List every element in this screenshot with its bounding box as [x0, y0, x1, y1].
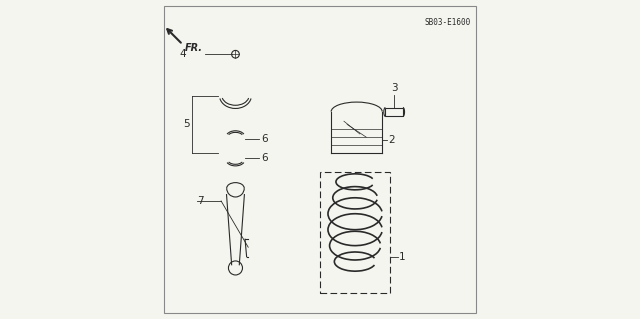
Text: 3: 3: [391, 83, 397, 93]
Bar: [320, 172, 390, 293]
Text: 1: 1: [399, 252, 406, 262]
Text: 7: 7: [197, 196, 204, 206]
Text: 4: 4: [180, 49, 186, 59]
Bar: [385, 108, 403, 116]
Text: 5: 5: [183, 119, 189, 130]
Text: 6: 6: [261, 153, 268, 163]
Text: 2: 2: [388, 135, 395, 145]
Text: SB03-E1600: SB03-E1600: [424, 18, 471, 27]
Text: 6: 6: [261, 134, 268, 144]
Text: FR.: FR.: [184, 43, 202, 53]
